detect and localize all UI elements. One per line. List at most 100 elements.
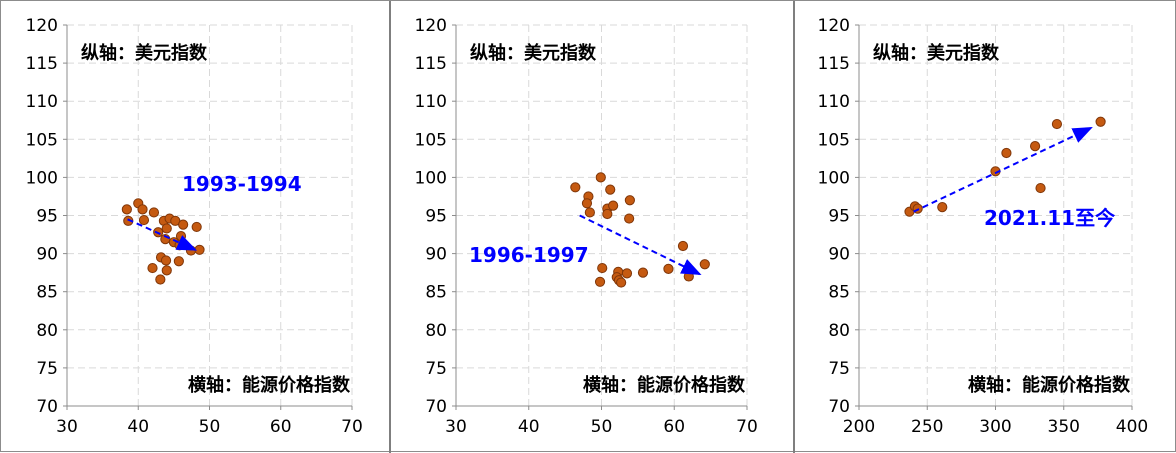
data-point bbox=[581, 198, 593, 209]
y-tick-label: 80 bbox=[828, 321, 850, 341]
period-label: 2021.11至今 bbox=[984, 206, 1116, 230]
scatter-panel: 70 75 80 85 90 95 100 105 110 115 120 200 250 300 350 4… bbox=[818, 16, 1149, 437]
y-axis-note: 纵轴：美元指数 bbox=[81, 42, 208, 64]
y-tick-label: 85 bbox=[425, 283, 447, 303]
data-point bbox=[594, 276, 606, 287]
y-tick-label: 115 bbox=[26, 54, 58, 74]
y-tick-label: 100 bbox=[818, 168, 850, 188]
data-point bbox=[185, 245, 197, 256]
y-tick-label: 70 bbox=[36, 397, 58, 417]
y-tick-label: 110 bbox=[818, 92, 850, 112]
y-tick-label: 105 bbox=[415, 130, 447, 150]
y-tick-label: 70 bbox=[425, 397, 447, 417]
trend-arrow bbox=[579, 214, 702, 276]
y-tick-label: 80 bbox=[36, 321, 58, 341]
x-tick-label: 40 bbox=[518, 417, 540, 437]
data-point bbox=[147, 262, 158, 274]
data-point bbox=[584, 207, 595, 218]
x-axis-note: 横轴：能源价格指数 bbox=[583, 374, 746, 396]
x-tick-label: 70 bbox=[341, 417, 363, 437]
data-point bbox=[624, 213, 635, 224]
trend-arrow bbox=[913, 126, 1093, 213]
y-tick-label: 95 bbox=[828, 207, 850, 227]
data-point bbox=[616, 277, 627, 288]
y-tick-label: 120 bbox=[26, 16, 58, 36]
data-point bbox=[138, 214, 150, 226]
x-tick-label: 30 bbox=[56, 417, 78, 437]
x-tick-label: 70 bbox=[736, 417, 758, 437]
x-axis-note: 横轴：能源价格指数 bbox=[968, 374, 1131, 396]
data-point bbox=[1001, 147, 1012, 159]
x-tick-label: 40 bbox=[127, 417, 149, 437]
x-axis-note: 横轴：能源价格指数 bbox=[188, 374, 351, 396]
y-tick-label: 115 bbox=[818, 54, 850, 74]
y-tick-label: 90 bbox=[36, 245, 58, 265]
y-tick-label: 90 bbox=[425, 245, 447, 265]
y-axis-note: 纵轴：美元指数 bbox=[873, 42, 1000, 64]
data-point bbox=[175, 230, 187, 242]
y-tick-label: 120 bbox=[818, 16, 850, 36]
x-tick-label: 60 bbox=[270, 417, 292, 437]
period-label: 1993-1994 bbox=[182, 172, 302, 196]
trend-arrow bbox=[127, 218, 198, 251]
data-point bbox=[1035, 182, 1046, 194]
y-tick-label: 105 bbox=[818, 130, 850, 150]
x-tick-label: 300 bbox=[979, 417, 1011, 437]
y-tick-label: 90 bbox=[828, 245, 850, 265]
data-point bbox=[155, 274, 166, 285]
data-point bbox=[160, 255, 172, 266]
y-tick-label: 70 bbox=[828, 397, 850, 417]
data-point bbox=[621, 268, 633, 279]
data-point bbox=[677, 240, 689, 252]
data-point bbox=[602, 208, 613, 220]
data-point bbox=[595, 172, 606, 183]
x-tick-label: 50 bbox=[591, 417, 613, 437]
data-point bbox=[1029, 141, 1041, 152]
x-tick-label: 60 bbox=[663, 417, 685, 437]
y-tick-label: 110 bbox=[415, 92, 447, 112]
x-tick-label: 200 bbox=[843, 417, 875, 437]
y-tick-label: 75 bbox=[36, 359, 58, 379]
x-tick-label: 30 bbox=[445, 417, 467, 437]
y-tick-label: 115 bbox=[415, 54, 447, 74]
y-tick-label: 75 bbox=[425, 359, 447, 379]
data-point bbox=[1051, 118, 1063, 130]
y-tick-label: 95 bbox=[36, 207, 58, 227]
y-tick-label: 105 bbox=[26, 130, 58, 150]
data-point bbox=[624, 195, 635, 206]
y-tick-label: 100 bbox=[26, 168, 58, 188]
panel-divider bbox=[389, 1, 391, 453]
y-tick-label: 95 bbox=[425, 207, 447, 227]
panel-divider bbox=[793, 1, 795, 453]
data-point bbox=[194, 244, 205, 255]
y-tick-label: 85 bbox=[36, 283, 58, 303]
y-axis-note: 纵轴：美元指数 bbox=[470, 42, 597, 64]
data-point bbox=[605, 184, 616, 195]
data-point bbox=[570, 182, 581, 193]
data-point bbox=[699, 259, 710, 270]
data-point bbox=[663, 263, 674, 274]
x-tick-label: 250 bbox=[911, 417, 943, 437]
data-point bbox=[608, 200, 619, 211]
y-tick-label: 100 bbox=[415, 168, 447, 188]
data-point bbox=[148, 207, 160, 218]
x-tick-label: 400 bbox=[1116, 417, 1148, 437]
data-point bbox=[937, 202, 948, 213]
data-point bbox=[1095, 116, 1106, 127]
data-point bbox=[191, 221, 202, 233]
data-point bbox=[161, 265, 172, 276]
scatter-panel: 70 75 80 85 90 95 100 105 110 115 120 30 40 50 60 70 纵轴：… bbox=[26, 16, 363, 437]
period-label: 1996-1997 bbox=[469, 243, 589, 267]
data-point bbox=[683, 271, 694, 282]
y-tick-label: 120 bbox=[415, 16, 447, 36]
data-point bbox=[597, 262, 608, 274]
data-point bbox=[137, 204, 148, 215]
data-point bbox=[121, 204, 132, 215]
x-tick-label: 350 bbox=[1048, 417, 1080, 437]
data-point bbox=[637, 267, 649, 278]
data-point bbox=[161, 223, 172, 234]
y-tick-label: 85 bbox=[828, 283, 850, 303]
scatter-panel: 70 75 80 85 90 95 100 105 110 115 120 30 40 50 60 70 纵轴：… bbox=[415, 16, 758, 437]
